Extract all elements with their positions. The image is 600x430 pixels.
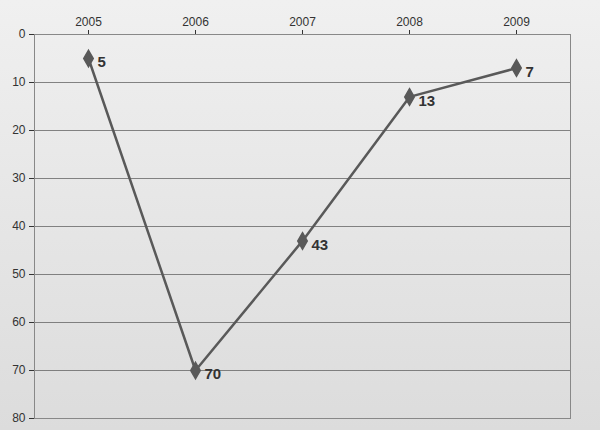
svg-text:2006: 2006 <box>182 15 209 29</box>
svg-text:2008: 2008 <box>396 15 423 29</box>
svg-text:7: 7 <box>526 63 534 80</box>
svg-text:2007: 2007 <box>289 15 316 29</box>
svg-text:70: 70 <box>205 365 222 382</box>
svg-text:70: 70 <box>12 363 26 377</box>
svg-text:80: 80 <box>12 411 26 425</box>
svg-text:0: 0 <box>19 27 26 41</box>
svg-text:5: 5 <box>98 53 106 70</box>
svg-text:30: 30 <box>12 171 26 185</box>
svg-text:20: 20 <box>12 123 26 137</box>
svg-text:13: 13 <box>419 92 436 109</box>
svg-text:50: 50 <box>12 267 26 281</box>
svg-text:2009: 2009 <box>503 15 530 29</box>
svg-text:2005: 2005 <box>75 15 102 29</box>
svg-text:60: 60 <box>12 315 26 329</box>
svg-text:40: 40 <box>12 219 26 233</box>
svg-text:10: 10 <box>12 75 26 89</box>
svg-text:43: 43 <box>312 236 329 253</box>
